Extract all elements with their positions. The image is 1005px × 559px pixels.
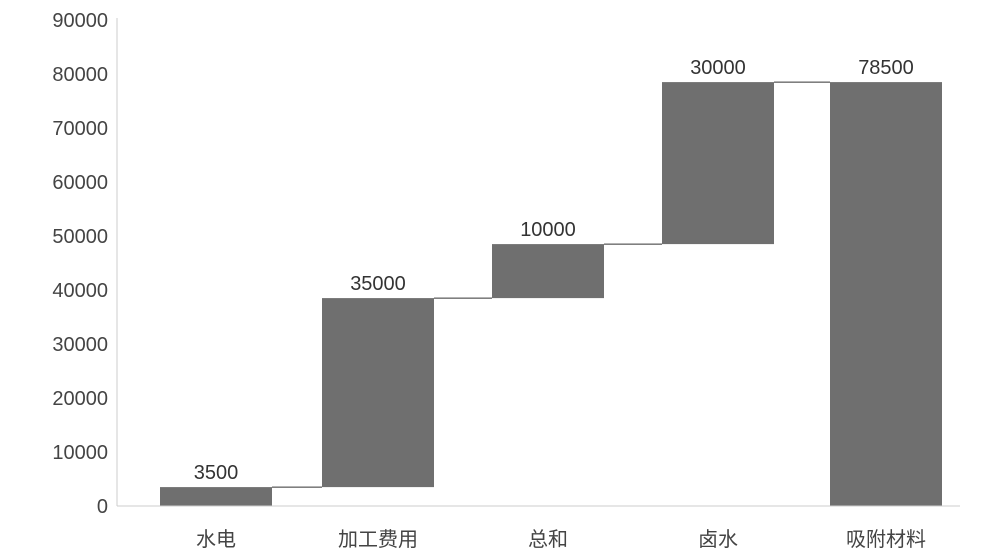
data-labels: 3500 35000 10000 30000 78500 [194,57,914,484]
x-category-label: 水电 [196,527,236,551]
data-label: 78500 [858,57,914,79]
y-axis: 0 10000 20000 30000 40000 50000 60000 70000 8000… [52,10,118,518]
connector-lines [272,81,830,488]
bars [160,82,942,506]
x-category-label: 总和 [528,527,568,551]
y-tick-label: 90000 [52,10,108,32]
x-category-label: 加工费用 [338,527,418,551]
y-tick-label: 70000 [52,118,108,140]
data-label: 30000 [690,57,746,79]
x-axis: 水电 加工费用 总和 卤水 吸附材料 [117,505,960,551]
bar-3 [492,244,604,299]
y-tick-label: 10000 [52,442,108,464]
data-label: 10000 [520,219,576,241]
y-tick-label: 80000 [52,64,108,86]
bar-4 [662,82,774,245]
y-tick-label: 60000 [52,172,108,194]
y-tick-label: 40000 [52,280,108,302]
y-tick-label: 30000 [52,334,108,356]
data-label: 3500 [194,462,239,484]
y-tick-label: 20000 [52,388,108,410]
x-category-label: 卤水 [698,527,738,551]
bar-1 [160,487,272,506]
data-label: 35000 [350,273,406,295]
bar-2 [322,298,434,488]
x-category-label: 吸附材料 [846,527,926,551]
y-tick-label: 50000 [52,226,108,248]
bar-5 [830,82,942,506]
y-tick-label: 0 [97,496,108,518]
